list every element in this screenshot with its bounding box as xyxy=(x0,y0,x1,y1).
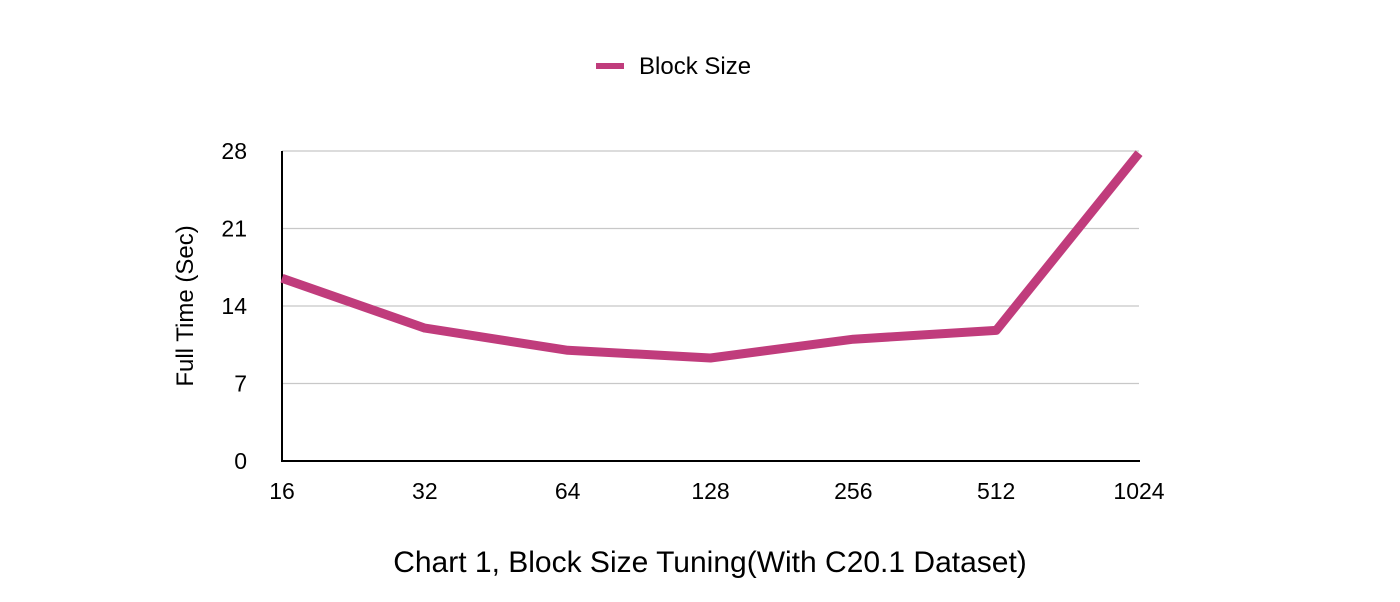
y-tick-label: 0 xyxy=(234,448,247,474)
x-tick-labels: 16 32 64 128 256 512 1024 xyxy=(269,478,1165,504)
y-tick-label: 7 xyxy=(234,371,247,397)
x-tick-label: 64 xyxy=(555,478,581,504)
y-tick-labels: 0 7 14 21 28 xyxy=(221,138,247,474)
axes xyxy=(281,151,1140,462)
legend: Block Size xyxy=(596,53,751,80)
data-point xyxy=(1135,149,1143,157)
y-axis-title: Full Time (Sec) xyxy=(172,225,199,386)
data-point xyxy=(707,354,715,362)
x-tick-label: 256 xyxy=(834,478,872,504)
x-tick-label: 512 xyxy=(977,478,1015,504)
x-tick-label: 128 xyxy=(691,478,729,504)
data-point xyxy=(421,324,429,332)
y-tick-label: 28 xyxy=(221,138,247,164)
data-point xyxy=(992,326,1000,334)
legend-label-block-size: Block Size xyxy=(639,53,751,80)
x-tick-label: 16 xyxy=(269,478,295,504)
data-point xyxy=(278,274,286,282)
data-point xyxy=(564,346,572,354)
x-tick-label: 1024 xyxy=(1113,478,1164,504)
grid xyxy=(282,150,1139,385)
series-group xyxy=(278,149,1143,363)
series-line-0 xyxy=(280,150,1143,363)
x-tick-label: 32 xyxy=(412,478,438,504)
chart-caption: Chart 1, Block Size Tuning(With C20.1 Da… xyxy=(393,546,1027,579)
y-tick-label: 21 xyxy=(221,216,247,242)
data-point xyxy=(849,335,857,343)
y-tick-label: 14 xyxy=(221,293,247,319)
